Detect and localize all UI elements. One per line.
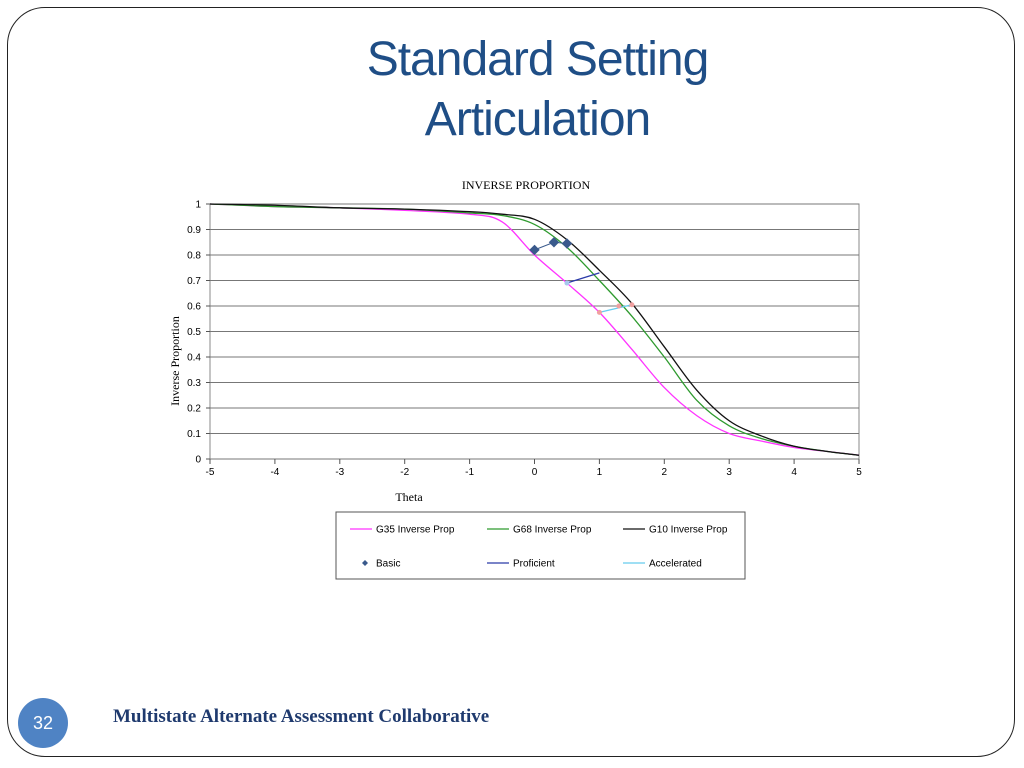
x-tick-label: 1 [597, 467, 603, 478]
basic-marker [561, 238, 573, 249]
legend-label: Proficient [513, 559, 555, 570]
y-tick-label: 0.3 [187, 378, 201, 389]
series-line-accelerated [599, 304, 632, 314]
footer-text: Multistate Alternate Assessment Collabor… [113, 706, 490, 727]
legend-label: G68 Inverse Prop [513, 525, 592, 536]
x-tick-label: -2 [400, 467, 409, 478]
x-tick-label: 0 [532, 467, 538, 478]
x-tick-label: -3 [335, 467, 344, 478]
x-tick-label: -4 [270, 467, 279, 478]
y-tick-label: 0.9 [187, 225, 201, 236]
y-tick-label: 0.5 [187, 327, 201, 338]
x-tick-label: 5 [856, 467, 862, 478]
y-tick-label: 0.7 [187, 276, 201, 287]
x-axis-label: Theta [395, 490, 423, 504]
y-tick-label: 0.6 [187, 302, 201, 313]
y-tick-label: 0.2 [187, 404, 201, 415]
legend-label: G35 Inverse Prop [376, 525, 455, 536]
y-tick-label: 0.1 [187, 429, 201, 440]
basic-marker [529, 244, 540, 256]
cut-point-marker [616, 303, 622, 309]
x-tick-label: 4 [791, 467, 797, 478]
page-number-badge: 32 [18, 698, 68, 748]
slide-title-line-2: Articulation [424, 93, 651, 146]
y-tick-label: 1 [195, 200, 201, 211]
cut-point-marker [629, 302, 635, 308]
x-tick-label: -1 [465, 467, 474, 478]
y-tick-label: 0 [195, 455, 201, 466]
slide-title-line-1: Standard Setting [366, 33, 710, 86]
cut-point-marker [564, 280, 570, 286]
chart-title: INVERSE PROPORTION [462, 178, 591, 192]
basic-marker [548, 237, 560, 248]
legend-box [335, 511, 746, 580]
x-tick-label: 2 [662, 467, 668, 478]
slide-title: Standard Setting Articulation [300, 30, 775, 150]
cut-point-marker [596, 309, 602, 315]
series-line-proficient [566, 272, 600, 284]
y-axis-label: Inverse Proportion [168, 316, 182, 406]
series-line-g10-inverse-prop [209, 203, 860, 456]
legend-label: G10 Inverse Prop [649, 525, 728, 536]
y-tick-label: 0.8 [187, 251, 201, 262]
x-tick-label: -5 [206, 467, 215, 478]
y-tick-label: 0.4 [187, 353, 201, 364]
legend-label: Basic [376, 559, 400, 570]
x-tick-label: 3 [726, 467, 732, 478]
legend-label: Accelerated [649, 559, 702, 570]
legend-swatch-basic [362, 560, 368, 566]
